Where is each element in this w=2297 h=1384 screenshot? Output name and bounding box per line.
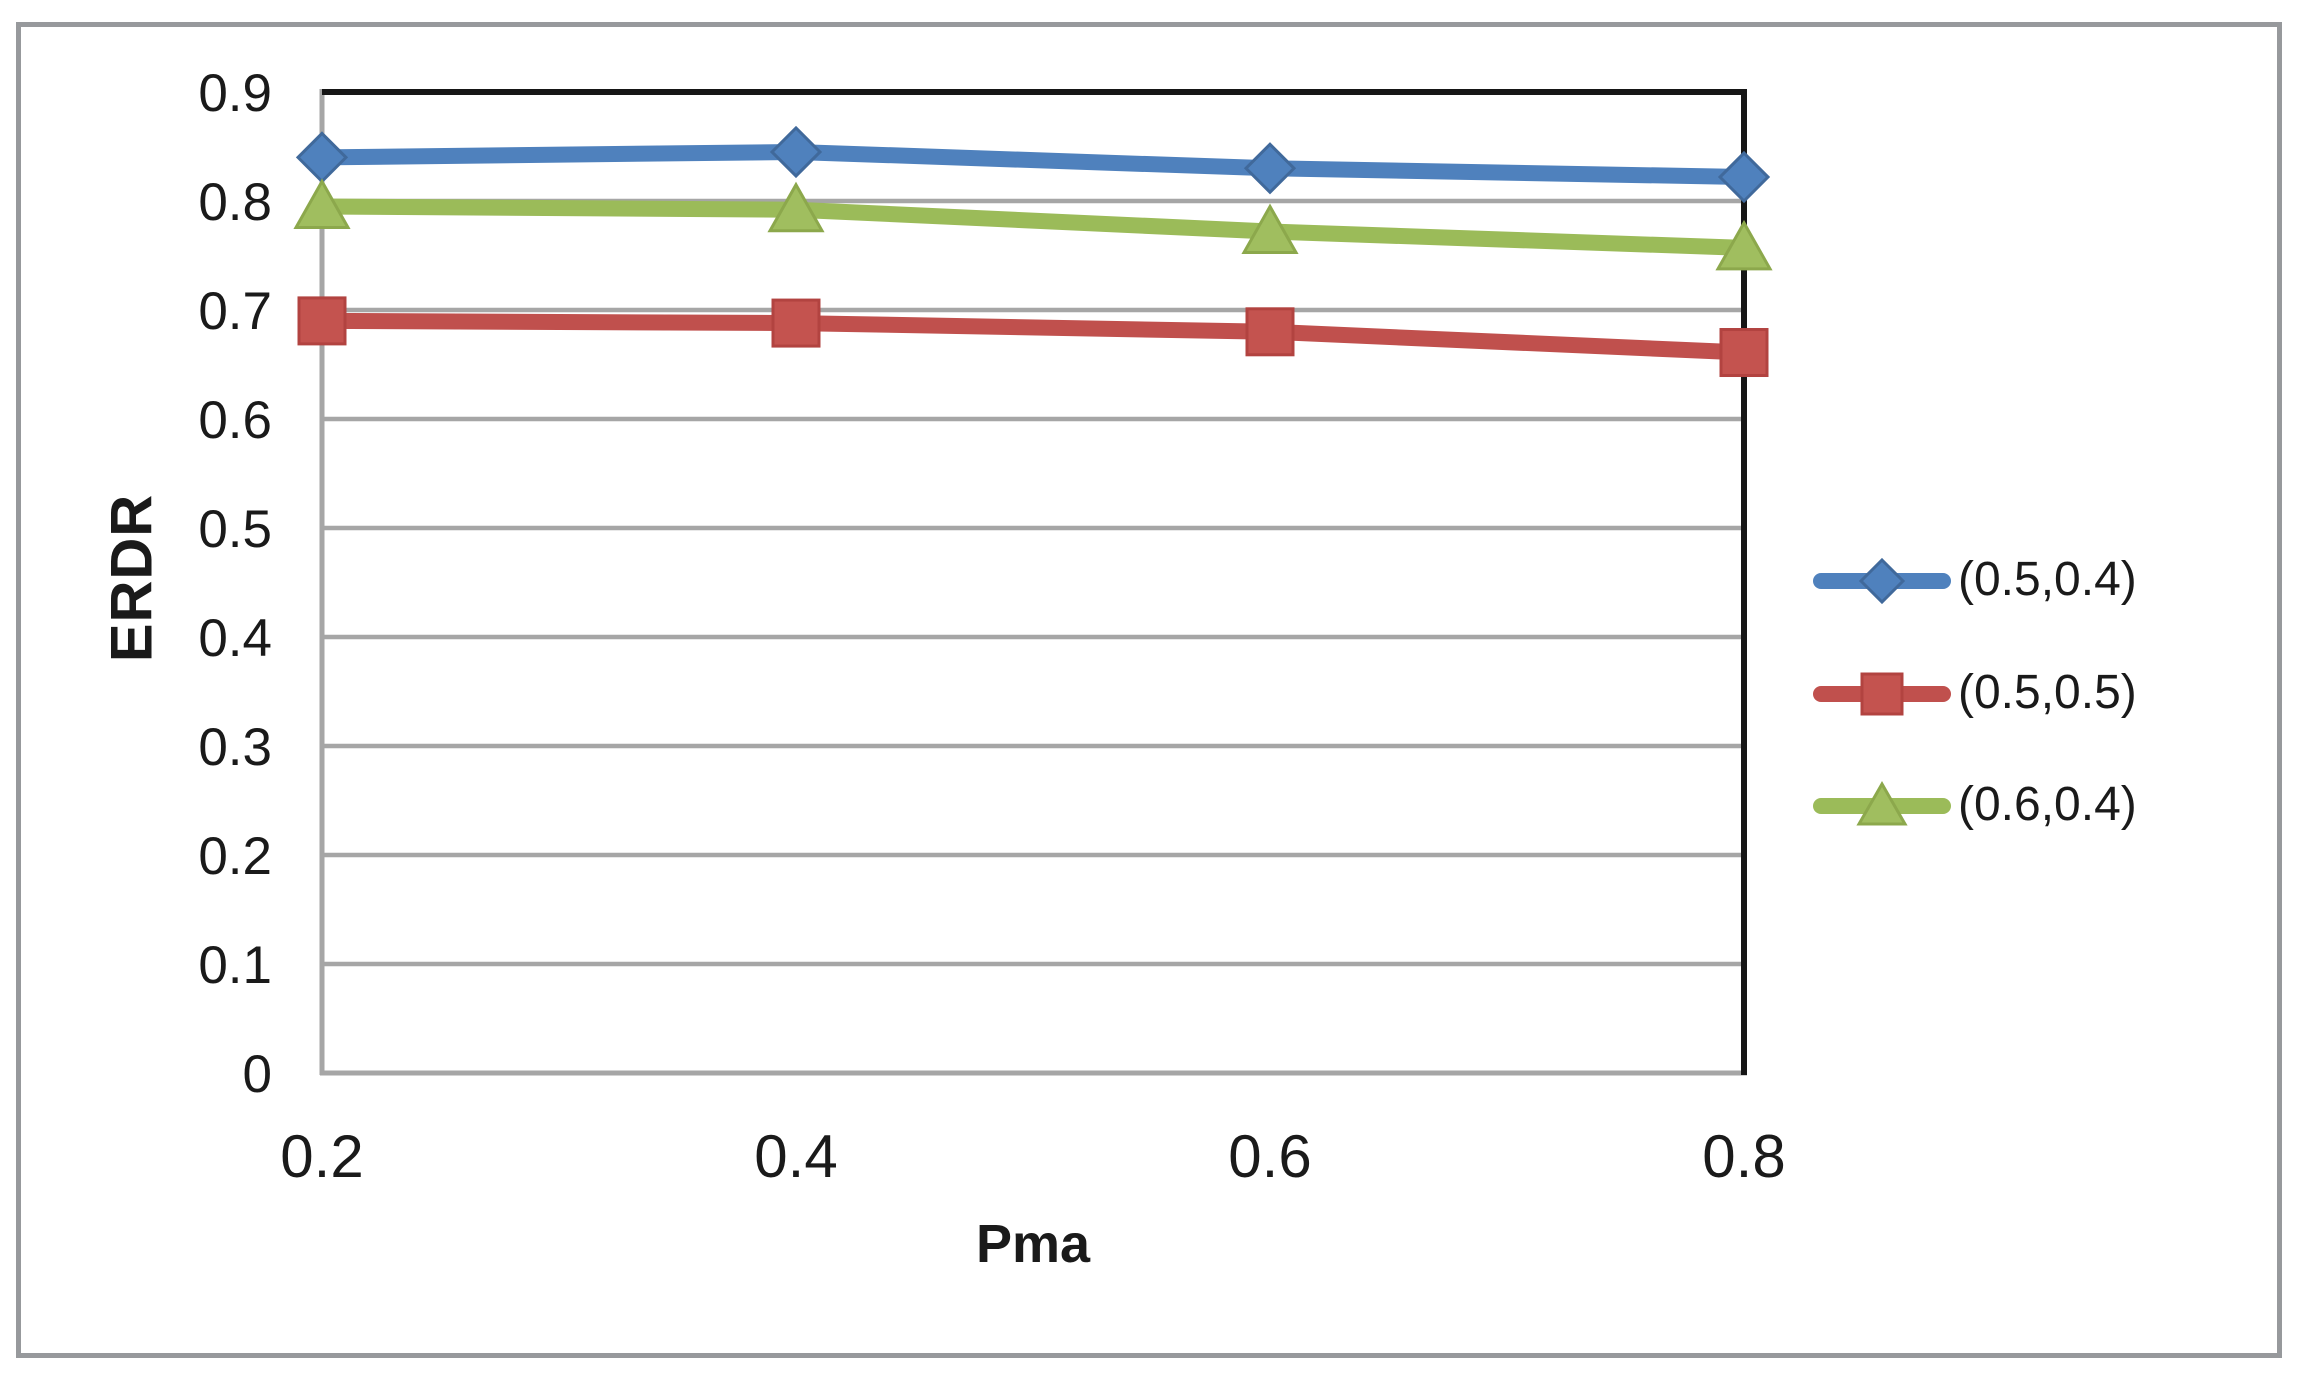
series-2 <box>293 178 1773 271</box>
legend-label: (0.6,0.4) <box>1958 777 2137 831</box>
series-0 <box>295 125 1771 204</box>
y-tick-label: 0.4 <box>198 609 272 668</box>
y-tick-labels: 0 0.1 0.2 0.3 0.4 0.5 0.6 0.7 0.8 0.9 <box>198 64 272 1104</box>
y-tick-label: 0.5 <box>198 500 272 559</box>
y-tick-label: 0.6 <box>198 391 272 450</box>
x-tick-label: 0.2 <box>280 1123 363 1190</box>
legend-label: (0.5,0.5) <box>1958 665 2137 719</box>
legend-item-series-0: (0.5,0.4) <box>1813 551 2137 607</box>
y-tick-label: 0.2 <box>198 827 272 886</box>
diamond-marker <box>1858 557 1906 605</box>
y-tick-label: 0.3 <box>198 718 272 777</box>
diamond-marker <box>1717 150 1771 204</box>
square-marker <box>1719 328 1769 378</box>
series-1-line <box>321 312 1745 361</box>
x-tick-label: 0.8 <box>1702 1123 1785 1190</box>
legend-marker-triangle <box>1813 780 1951 826</box>
x-axis-title: Pma <box>975 1214 1091 1274</box>
y-tick-label: 0.9 <box>198 64 272 123</box>
square-marker <box>1245 307 1295 357</box>
y-axis-title: ERDR <box>99 493 165 663</box>
series-1 <box>297 296 1769 378</box>
legend-label: (0.5,0.4) <box>1958 552 2137 606</box>
gridlines <box>322 198 1744 967</box>
x-tick-labels: 0.2 0.4 0.6 0.8 <box>280 1123 1785 1190</box>
series-2-line <box>321 198 1745 256</box>
legend-marker-square <box>1813 672 1951 716</box>
series-0-line <box>321 143 1745 186</box>
legend-item-series-1: (0.5,0.5) <box>1813 664 2137 720</box>
x-tick-label: 0.6 <box>1228 1123 1311 1190</box>
triangle-marker <box>767 181 825 233</box>
square-marker <box>1860 672 1904 716</box>
triangle-marker <box>293 178 351 229</box>
x-tick-label: 0.4 <box>754 1123 837 1190</box>
y-tick-label: 0.1 <box>198 936 272 995</box>
diamond-marker <box>769 125 823 179</box>
legend-marker-diamond <box>1813 557 1951 605</box>
square-marker <box>771 298 821 348</box>
y-tick-label: 0 <box>243 1045 272 1104</box>
legend-item-series-2: (0.6,0.4) <box>1813 776 2137 832</box>
diamond-marker <box>1243 142 1297 195</box>
diamond-marker <box>295 131 349 184</box>
triangle-marker <box>1715 219 1773 271</box>
y-tick-label: 0.7 <box>198 282 272 341</box>
y-tick-label: 0.8 <box>198 173 272 232</box>
triangle-marker <box>1856 780 1908 826</box>
triangle-marker <box>1241 203 1299 255</box>
square-marker <box>297 296 347 346</box>
